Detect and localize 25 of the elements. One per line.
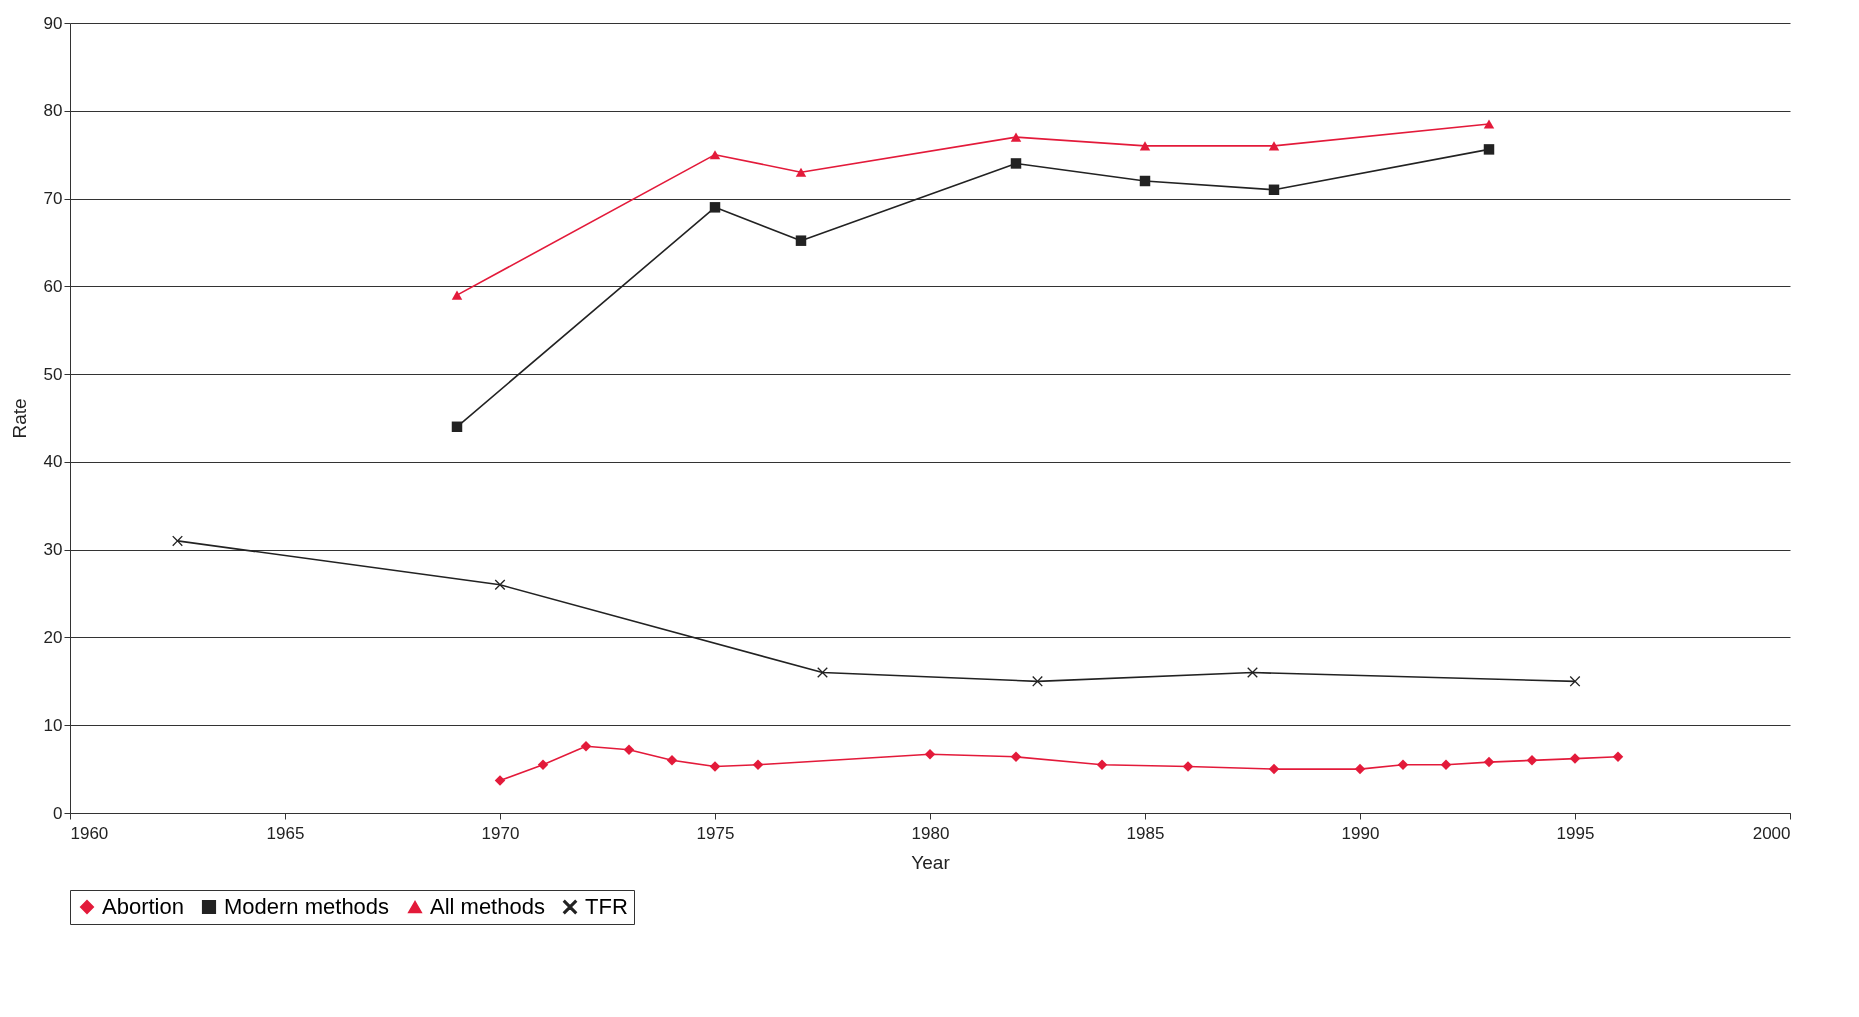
y-tick-label: 20 xyxy=(43,627,63,647)
y-tick-label: 40 xyxy=(43,452,63,472)
legend-label: TFR xyxy=(585,894,628,919)
x-tick-label: 1975 xyxy=(696,823,735,843)
y-tick-label: 0 xyxy=(53,803,63,823)
x-tick-label: 1960 xyxy=(70,823,109,843)
x-tick-label: 1965 xyxy=(266,823,305,843)
y-tick-label: 30 xyxy=(43,540,63,560)
y-tick-label: 80 xyxy=(43,101,63,121)
x-tick-label: 1985 xyxy=(1126,823,1165,843)
x-axis-title: Year xyxy=(911,851,951,873)
y-tick-label: 60 xyxy=(43,276,63,296)
x-tick-label: 1990 xyxy=(1341,823,1380,843)
y-tick-label: 10 xyxy=(43,715,63,735)
x-tick-label: 1995 xyxy=(1556,823,1595,843)
x-tick-label: 1970 xyxy=(481,823,520,843)
legend-label: All methods xyxy=(430,894,545,919)
legend-label: Modern methods xyxy=(224,894,390,919)
y-axis-title: Rate xyxy=(8,398,30,439)
y-tick-label: 90 xyxy=(43,13,63,33)
x-tick-label: 1980 xyxy=(911,823,950,843)
legend-label: Abortion xyxy=(102,894,184,919)
x-tick-label: 2000 xyxy=(1752,823,1791,843)
y-tick-label: 70 xyxy=(43,189,63,209)
y-tick-label: 50 xyxy=(43,364,63,384)
